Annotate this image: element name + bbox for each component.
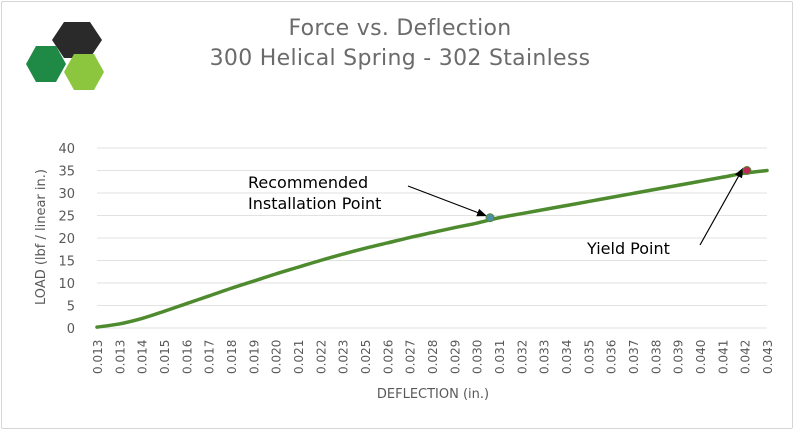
x-tick-label: 0.027 [404,340,418,374]
x-tick-label: 0.026 [381,340,395,374]
annotation-arrow [699,167,744,246]
x-tick-label: 0.041 [716,340,730,374]
x-tick-label: 0.020 [270,340,284,374]
x-tick-label: 0.030 [471,340,485,374]
x-tick-label: 0.019 [247,340,261,374]
x-tick-label: 0.032 [515,340,529,374]
x-tick-label: 0.028 [426,340,440,374]
y-axis-label: LOAD (lbf / linear in.) [34,169,49,305]
x-tick-label: 0.040 [694,340,708,374]
y-tick-label: 5 [67,300,75,315]
x-tick-label: 0.031 [493,340,507,374]
series-line [95,168,769,329]
x-tick-label: 0.014 [136,340,150,374]
gridlines [97,147,767,329]
y-tick-label: 40 [58,142,75,157]
install-point-marker [485,213,495,223]
y-tick-label: 25 [58,210,75,225]
yield-point-marker [742,166,752,175]
x-tick-label: 0.035 [582,340,596,374]
chart-subtitle: 300 Helical Spring - 302 Stainless [209,46,591,71]
series-group [95,168,769,329]
logo-hexagon-green [26,46,66,82]
x-tick-label: 0.018 [225,340,239,374]
x-tick-labels: 0.013 0.013 0.014 0.015 0.016 0.017 0.018 0.019… [91,340,775,374]
x-tick-label: 0.016 [180,340,194,374]
y-tick-label: 30 [58,187,75,202]
y-tick-labels: 0 5 10 15 20 25 30 35 40 [58,142,75,337]
chart-title: Force vs. Deflection [288,16,512,41]
y-tick-label: 0 [67,322,75,337]
x-tick-label: 0.015 [158,340,172,374]
annotation-arrow [407,185,488,217]
x-tick-label: 0.029 [448,340,462,374]
x-tick-label: 0.025 [359,340,373,374]
x-tick-label: 0.017 [203,340,217,374]
annotation-label: Yield Point [586,239,670,258]
x-axis-label: DEFLECTION (in.) [377,387,489,402]
x-tick-label: 0.034 [560,340,574,374]
x-tick-label: 0.036 [605,340,619,374]
x-tick-label: 0.039 [672,340,686,374]
logo-hexagon-lime [64,54,104,90]
y-tick-label: 15 [58,255,75,270]
y-tick-label: 20 [58,232,75,247]
annotation-label: Recommended [248,173,368,192]
y-tick-label: 35 [58,165,75,180]
x-tick-label: 0.038 [649,340,663,374]
x-tick-label: 0.033 [538,340,552,374]
x-tick-label: 0.043 [761,340,775,374]
logo-hexagon-dark [52,22,102,58]
x-tick-label: 0.013 [113,340,127,374]
x-tick-label: 0.021 [292,340,306,374]
x-tick-label: 0.023 [337,340,351,374]
annotation-label: Installation Point [248,194,381,213]
x-tick-label: 0.022 [314,340,328,374]
x-tick-label: 0.037 [627,340,641,374]
y-tick-label: 10 [58,277,75,292]
x-tick-label: 0.013 [91,340,105,374]
x-tick-label: 0.042 [739,340,753,374]
hexagon-logo-icon [26,22,104,90]
annotations-group: Recommended Installation Point Yield Point [248,166,752,258]
